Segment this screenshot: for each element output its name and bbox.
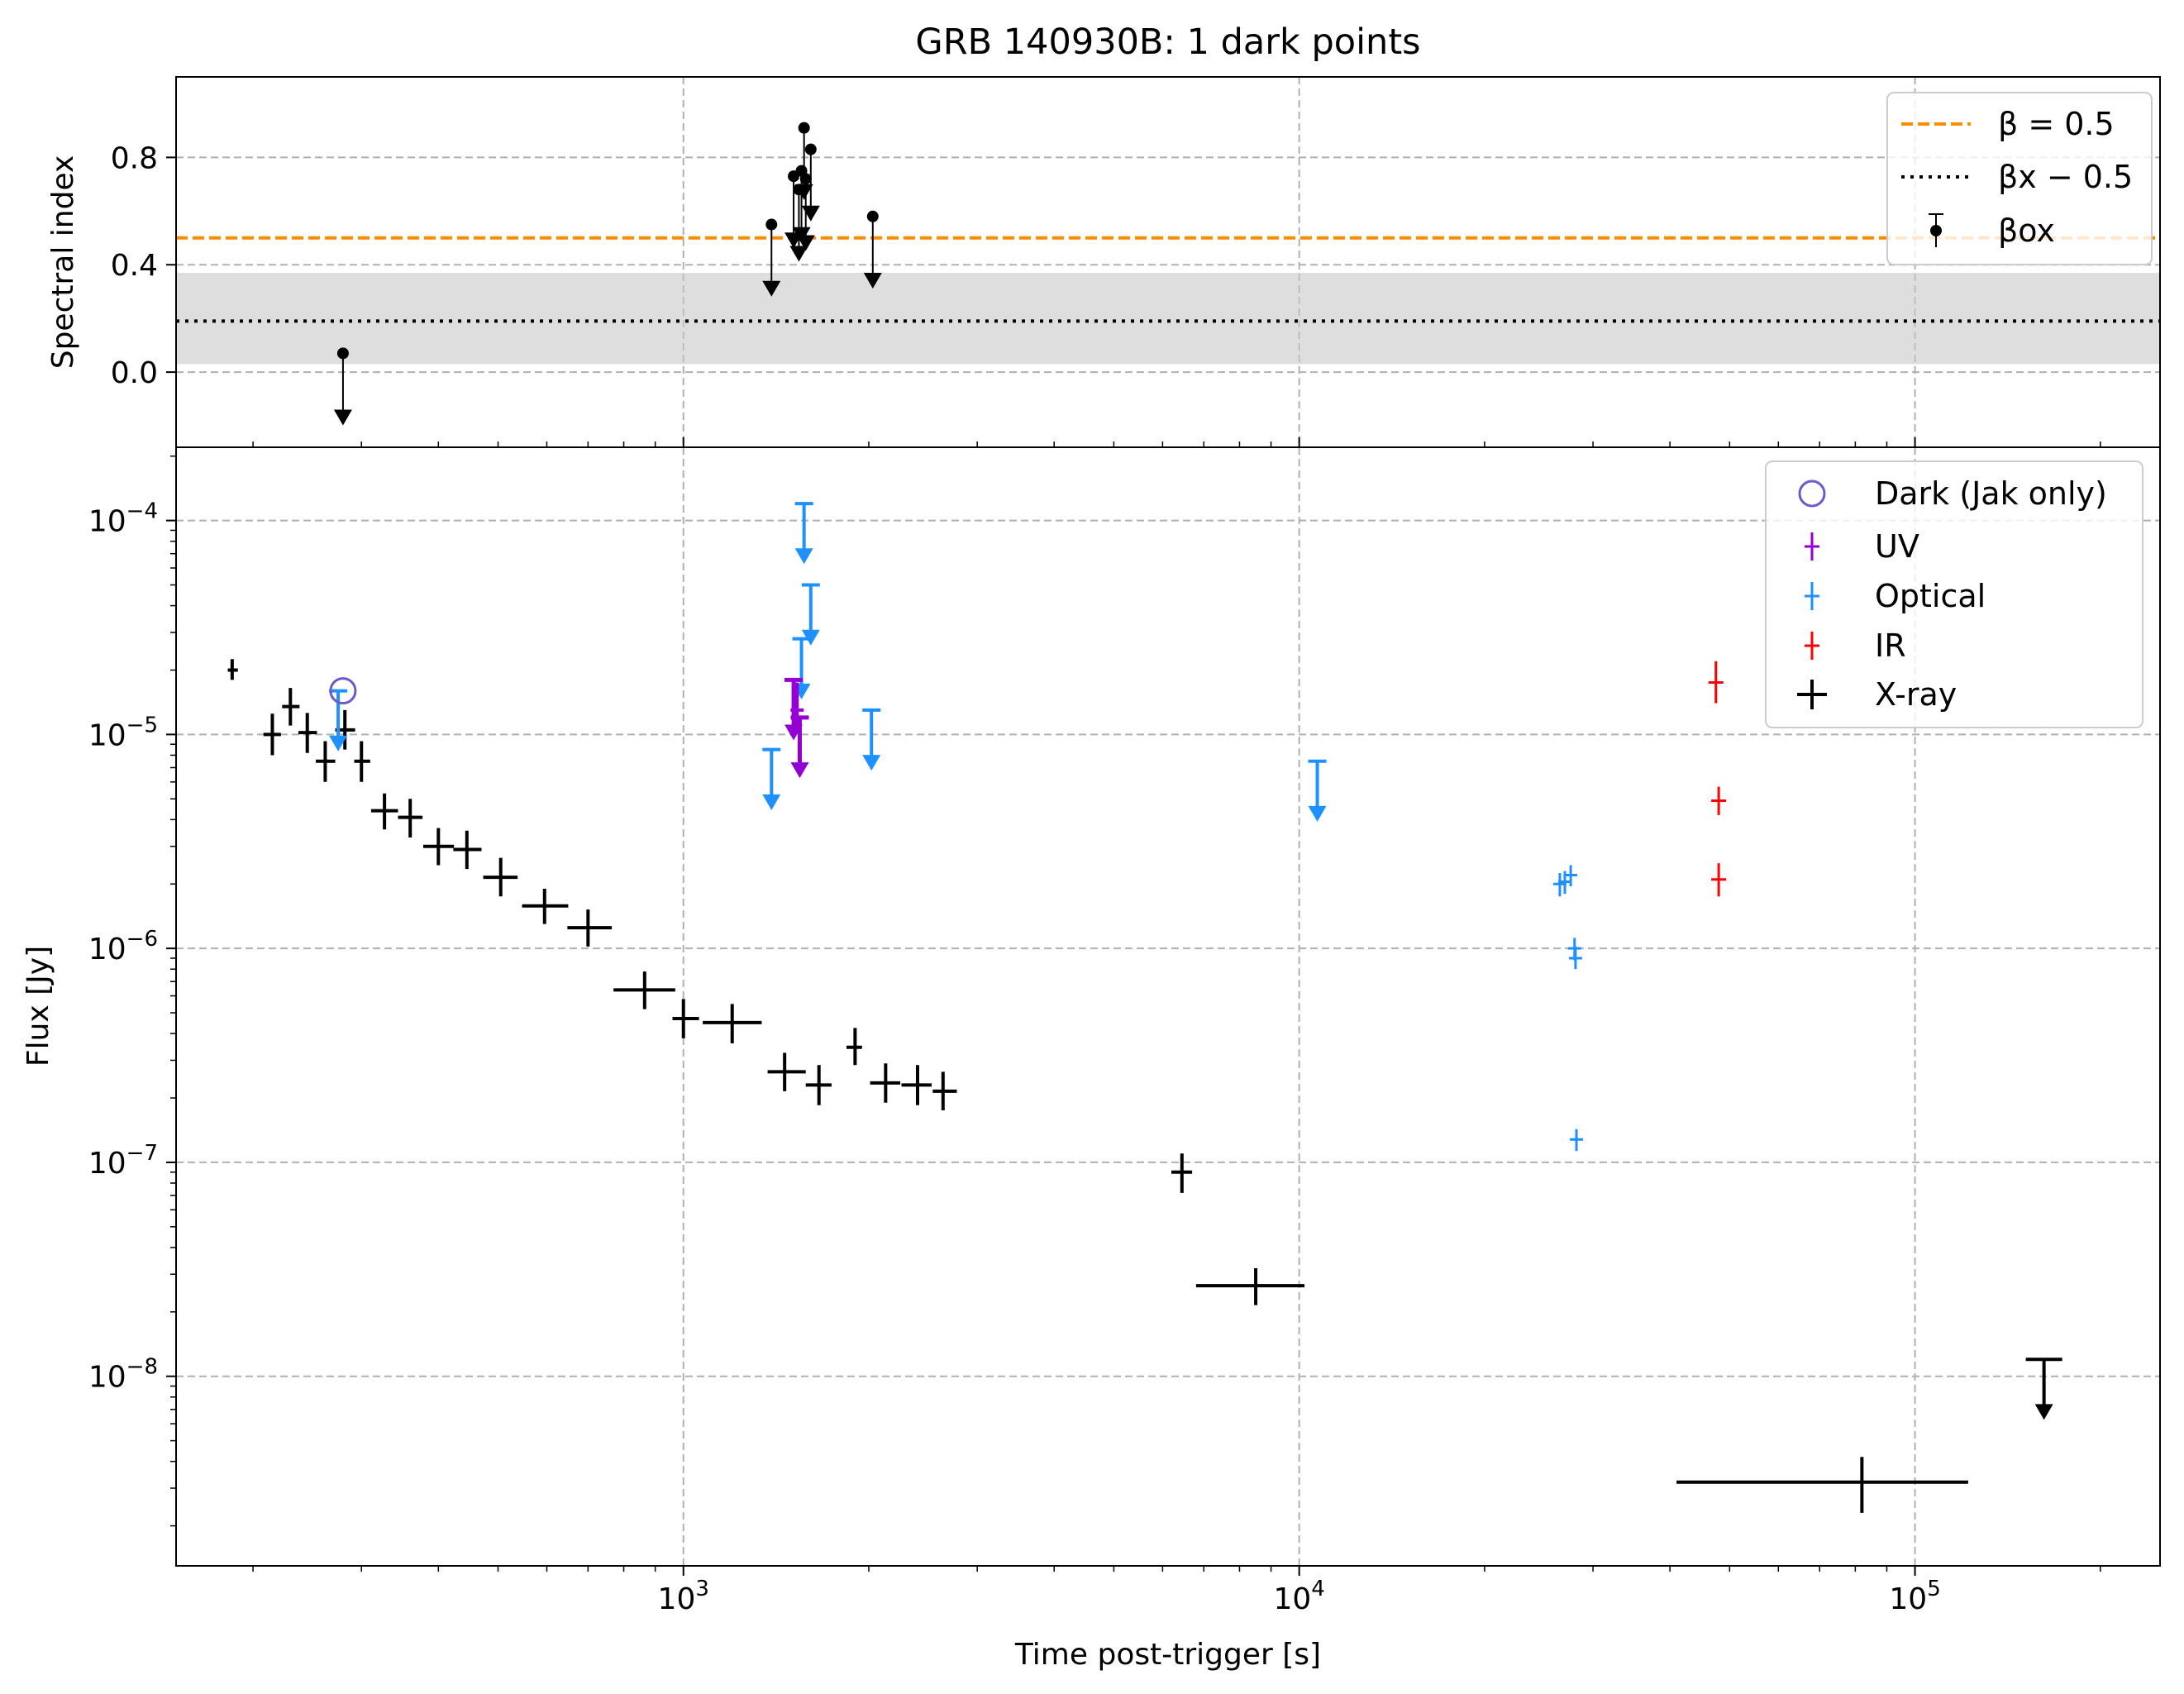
x-tick-label: 103: [658, 1577, 709, 1616]
legend-uv-label: UV: [1875, 528, 1919, 565]
optical-limit-arrow: [329, 735, 348, 752]
top-y-tick-label: 0.0: [111, 356, 158, 390]
legend-xray-label: X-ray: [1875, 676, 1957, 713]
beta-ox-limit-arrow: [789, 246, 808, 262]
beta-ox-limit-arrow: [333, 409, 352, 426]
beta-ox-limit-arrow: [762, 280, 781, 297]
legend-beta-ox-swatch-dot: [1930, 225, 1942, 236]
beta-x-band-area: [176, 272, 2160, 365]
bottom-y-axis-label: Flux [Jy]: [21, 946, 55, 1067]
legend-beta-line-label: β = 0.5: [1998, 106, 2115, 142]
bottom-y-tick-label: 10−6: [88, 927, 158, 966]
top-y-tick-label: 0.4: [111, 249, 158, 283]
top-y-tick-label: 0.8: [111, 141, 158, 175]
legend-optical-label: Optical: [1875, 578, 1986, 614]
bottom-legend-box: [1765, 460, 2143, 728]
top-y-axis-label: Spectral index: [46, 155, 80, 370]
optical-limit-arrow: [794, 548, 813, 565]
beta-ox-limit-arrow: [863, 272, 882, 289]
dark-point: [329, 677, 357, 705]
xray-limit-arrow: [2034, 1404, 2053, 1420]
uv-limit-arrow: [790, 762, 809, 779]
bottom-legend: Dark (Jak only) UV Optical IR X-ray: [1765, 460, 2143, 728]
optical-limit-arrow: [801, 629, 820, 646]
beta-ox-limit-arrow: [796, 235, 815, 251]
beta-ox-point: [804, 143, 817, 155]
beta-ox-point: [336, 347, 349, 360]
beta-ox-limit-arrow: [801, 205, 820, 222]
bottom-y-tick-label: 10−4: [88, 499, 158, 539]
top-legend-box: [1886, 92, 2153, 265]
bottom-y-tick-label: 10−5: [88, 713, 158, 752]
bottom-axes-frame: [175, 446, 2161, 1567]
legend-ir-label: IR: [1875, 627, 1906, 664]
top-legend: β = 0.5 βx − 0.5 βox: [1886, 92, 2153, 265]
bottom-y-tick-label: 10−8: [88, 1355, 158, 1395]
beta-ox-limit-arrow: [794, 184, 813, 200]
bottom-ticks: 103 104 105 10−8 10−7 10−6 10−5 10−4: [88, 455, 2101, 1616]
reference-lines: [176, 236, 2160, 323]
beta-ox-point: [765, 218, 778, 231]
legend-dark-swatch: [1798, 480, 1826, 508]
beta-x-band: [176, 272, 2160, 365]
optical-limit-arrow: [1308, 805, 1327, 822]
beta-ox-points: [333, 122, 882, 426]
x-axis-label: Time post-trigger [s]: [1014, 1638, 1321, 1672]
legend-beta-ox-label: βox: [1998, 212, 2055, 249]
flux-points: [227, 502, 2062, 1513]
optical-limit-arrow: [862, 755, 881, 771]
x-tick-label: 104: [1273, 1577, 1324, 1616]
x-tick-label: 105: [1889, 1577, 1940, 1616]
bottom-y-tick-label: 10−7: [88, 1141, 158, 1181]
top-ticks: 0.0 0.4 0.8: [111, 141, 2101, 447]
beta-ox-point: [799, 173, 812, 185]
beta-ox-point: [866, 210, 879, 222]
legend-beta-x-label: βx − 0.5: [1998, 159, 2133, 195]
optical-limit-arrow: [762, 794, 781, 810]
legend-dark-label: Dark (Jak only): [1875, 475, 2107, 512]
beta-ox-point: [798, 122, 810, 134]
chart-title: GRB 140930B: 1 dark points: [915, 21, 1420, 63]
